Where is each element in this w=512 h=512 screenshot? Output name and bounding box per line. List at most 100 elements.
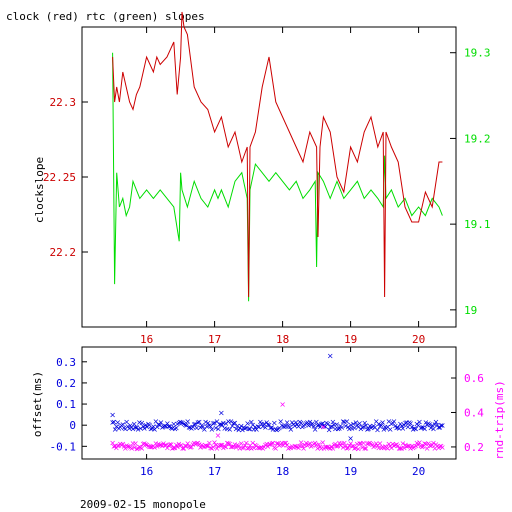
offset-point: × — [137, 424, 144, 433]
rnd-trip-point: × — [317, 442, 324, 451]
rnd-trip-point: × — [217, 441, 224, 450]
rnd-trip-point: × — [368, 439, 375, 448]
rnd-trip-point: × — [434, 442, 441, 451]
rnd-trip-point: × — [262, 441, 269, 450]
offset-point: × — [177, 418, 184, 427]
rnd-trip-point: × — [363, 444, 370, 453]
rnd-trip-point: × — [159, 442, 166, 451]
offset-point: × — [289, 418, 296, 427]
rnd-trip-point: × — [245, 444, 252, 453]
rnd-trip-point: × — [374, 441, 381, 450]
bottom-right-axis-label: rnd-trip(ms) — [493, 380, 506, 459]
offset-point: × — [341, 418, 348, 427]
rnd-trip-point: × — [428, 441, 435, 450]
rnd-trip-point: × — [163, 441, 170, 450]
rnd-trip-point: × — [275, 439, 282, 448]
rnd-trip-point: × — [178, 441, 185, 450]
offset-point: × — [235, 425, 242, 434]
offset-point: × — [330, 418, 337, 427]
rnd-trip-point: × — [229, 442, 236, 451]
offset-point: × — [201, 425, 208, 434]
rnd-trip-point: × — [333, 442, 340, 451]
bottom-x-tick-label: 16 — [140, 465, 153, 478]
rnd-trip-point: × — [295, 444, 302, 453]
rnd-trip-point: × — [203, 442, 210, 451]
offset-point: × — [391, 417, 398, 426]
rnd-trip-point: × — [400, 439, 407, 448]
bottom-left-tick-label: 0 — [69, 419, 76, 432]
rnd-trip-point: × — [327, 444, 334, 453]
offset-point: × — [274, 425, 281, 434]
offset-point: × — [346, 424, 353, 433]
offset-point: × — [266, 420, 273, 429]
bottom-x-tick-label: 19 — [344, 465, 357, 478]
rnd-trip-point: × — [359, 443, 366, 452]
offset-point: × — [416, 418, 423, 427]
rnd-trip-point: × — [121, 442, 128, 451]
rnd-trip-point: × — [277, 440, 284, 449]
offset-point: × — [258, 419, 265, 428]
offset-point: × — [412, 425, 419, 434]
rnd-trip-point: × — [279, 439, 286, 448]
offset-point: × — [132, 423, 139, 432]
offset-point: × — [243, 423, 250, 432]
rnd-trip-point: × — [354, 440, 361, 449]
rnd-trip-point: × — [321, 444, 328, 453]
offset-point: × — [305, 421, 312, 430]
top-x-tick-label: 18 — [276, 333, 289, 346]
offset-point: × — [212, 424, 219, 433]
rnd-trip-point: × — [304, 441, 311, 450]
rnd-trip-point: × — [198, 440, 205, 449]
rnd-trip-point: × — [358, 439, 365, 448]
offset-point: × — [356, 419, 363, 428]
rnd-trip-point: × — [310, 440, 317, 449]
offset-point: × — [314, 421, 321, 430]
rnd-trip-point: × — [438, 442, 445, 451]
rnd-trip-point: × — [188, 442, 195, 451]
rnd-trip-point: × — [412, 441, 419, 450]
offset-point: × — [386, 417, 393, 426]
rnd-trip-point: × — [369, 441, 376, 450]
rnd-trip-point: × — [205, 442, 212, 451]
rnd-trip-point: × — [323, 442, 330, 451]
rnd-trip-point: × — [209, 444, 216, 453]
offset-point: × — [168, 424, 175, 433]
offset-point: × — [415, 421, 422, 430]
offset-point: × — [328, 422, 335, 431]
rnd-trip-point: × — [228, 442, 235, 451]
rnd-trip-point: × — [314, 444, 321, 453]
rnd-trip-point: × — [416, 438, 423, 447]
offset-point: × — [195, 418, 202, 427]
rnd-trip-point: × — [408, 442, 415, 451]
offset-point: × — [333, 420, 340, 429]
rnd-trip-point: × — [424, 444, 431, 453]
rnd-trip-point: × — [411, 442, 418, 451]
rnd-trip-point: × — [182, 441, 189, 450]
offset-point: × — [109, 418, 116, 427]
rnd-trip-point: × — [254, 443, 261, 452]
rnd-trip-point: × — [415, 441, 422, 450]
rnd-trip-point: × — [307, 439, 314, 448]
rnd-trip-point: × — [403, 442, 410, 451]
rnd-trip-point: × — [326, 443, 333, 452]
footer-caption: 2009-02-15 monopole — [80, 498, 206, 511]
offset-point: × — [417, 424, 424, 433]
offset-point: × — [290, 420, 297, 429]
rnd-trip-point: × — [174, 443, 181, 452]
rnd-trip-point: × — [298, 438, 305, 447]
offset-point: × — [248, 417, 255, 426]
offset-point: × — [150, 422, 157, 431]
rnd-trip-point: × — [206, 439, 213, 448]
offset-point: × — [217, 420, 224, 429]
offset-point: × — [350, 420, 357, 429]
offset-point: × — [286, 422, 293, 431]
offset-point: × — [430, 425, 437, 434]
rnd-trip-point: × — [379, 443, 386, 452]
rnd-trip-point: × — [221, 442, 228, 451]
bottom-x-axis: 16 17 18 19 20 — [140, 347, 425, 478]
rnd-trip-point: × — [324, 443, 331, 452]
offset-point: × — [421, 425, 428, 434]
offset-point: × — [187, 423, 194, 432]
offset-point: × — [393, 424, 400, 433]
offset-point: × — [275, 424, 282, 433]
